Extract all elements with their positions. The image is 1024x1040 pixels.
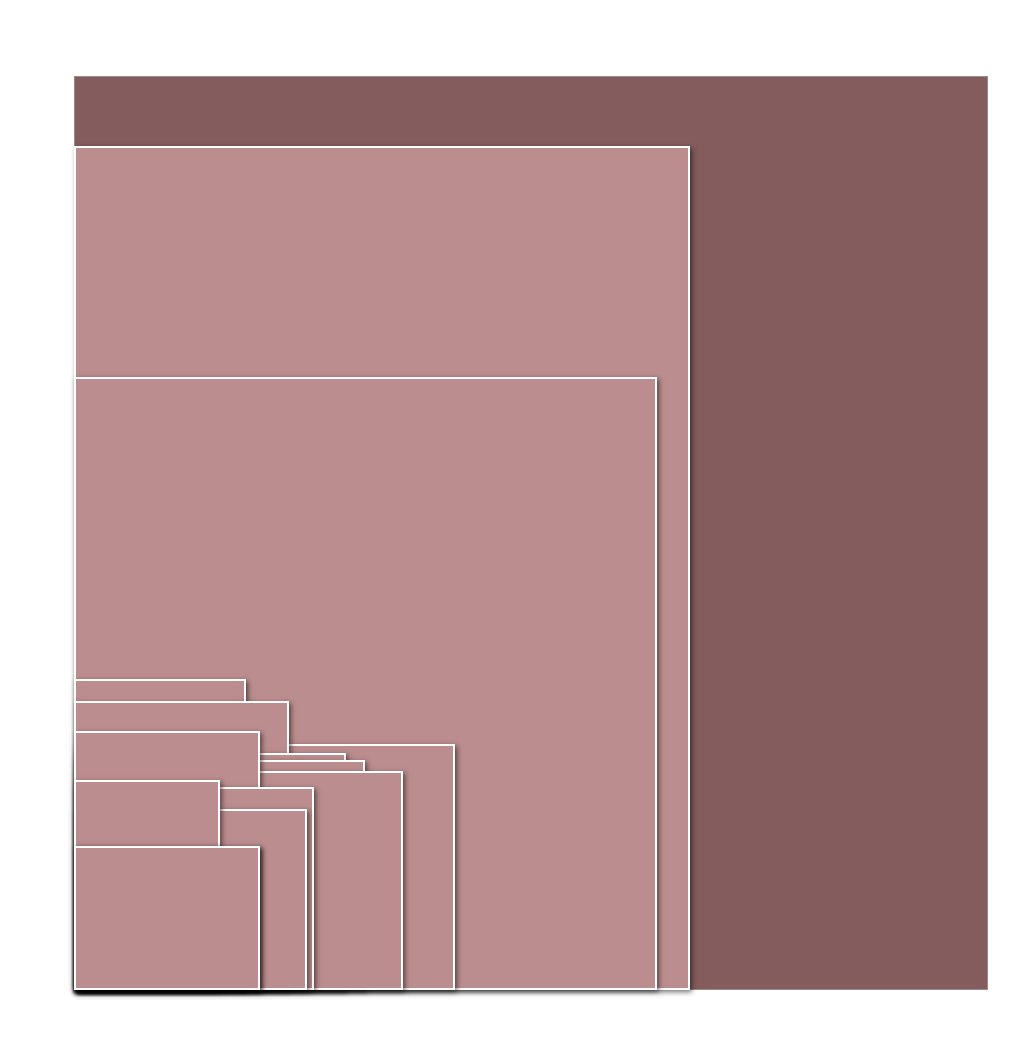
small-rect-11 [74, 846, 260, 990]
